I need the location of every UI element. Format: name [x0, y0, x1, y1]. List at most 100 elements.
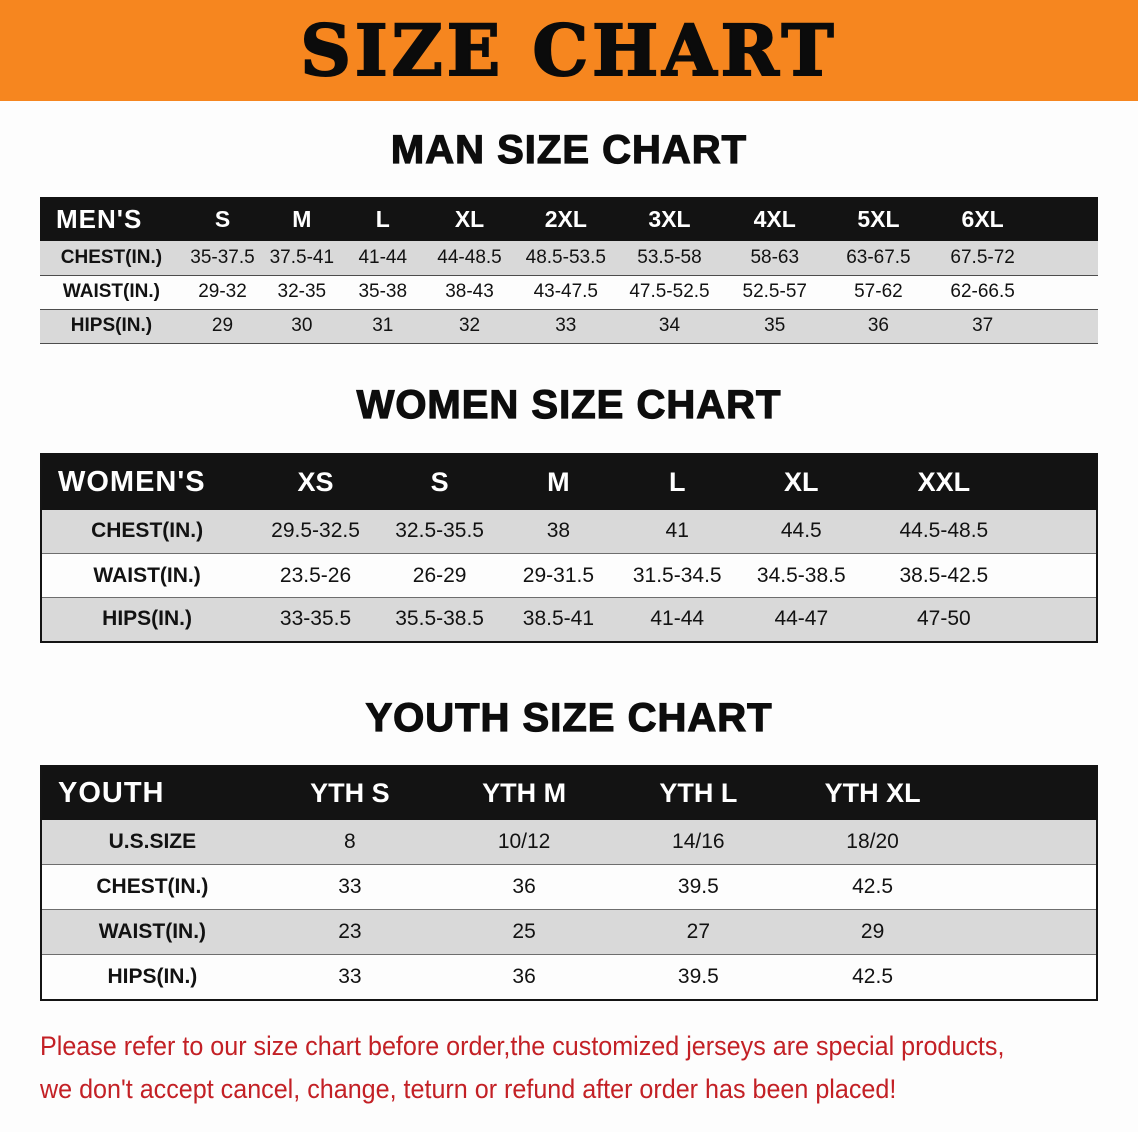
size-cell: 44.5	[737, 509, 865, 554]
men-chest-row: CHEST(IN.) 35-37.5 37.5-41 41-44 44-48.5…	[40, 241, 1098, 276]
men-waist-row: WAIST(IN.) 29-32 32-35 35-38 38-43 43-47…	[40, 275, 1098, 310]
size-cell: 39.5	[611, 864, 786, 910]
size-cell: 67.5-72	[929, 241, 1036, 276]
size-col-header: YTH L	[611, 765, 786, 820]
size-cell: 52.5-57	[722, 275, 828, 310]
filler-cell	[1035, 241, 1098, 276]
size-cell: 48.5-53.5	[515, 241, 617, 276]
men-table-title: MEN'S	[40, 197, 183, 241]
size-cell: 35.5-38.5	[378, 597, 501, 642]
men-section-heading: MAN SIZE CHART	[390, 127, 748, 172]
row-label: CHEST(IN.)	[41, 509, 253, 554]
size-col-header: XL	[737, 453, 865, 510]
size-cell: 33	[515, 309, 617, 344]
footnote-line-1: Please refer to our size chart before or…	[40, 1030, 1005, 1061]
women-hips-row: HIPS(IN.) 33-35.5 35.5-38.5 38.5-41 41-4…	[41, 597, 1097, 642]
filler-cell	[1023, 509, 1097, 554]
size-cell: 32-35	[262, 275, 342, 310]
youth-ussize-row: U.S.SIZE 8 10/12 14/16 18/20	[41, 819, 1097, 865]
size-cell: 47.5-52.5	[616, 275, 723, 310]
size-cell: 42.5	[785, 864, 960, 910]
size-cell: 8	[262, 819, 437, 865]
filler-cell	[1023, 453, 1097, 510]
size-cell: 63-67.5	[827, 241, 930, 276]
size-cell: 35	[722, 309, 828, 344]
size-col-header: 2XL	[515, 197, 617, 241]
row-label: CHEST(IN.)	[41, 864, 263, 910]
size-cell: 23.5-26	[252, 553, 379, 598]
size-cell: 38	[500, 509, 617, 554]
size-cell: 37	[929, 309, 1036, 344]
size-cell: 35-37.5	[182, 241, 263, 276]
size-cell: 31.5-34.5	[616, 553, 738, 598]
row-label: U.S.SIZE	[41, 819, 263, 865]
filler-cell	[959, 954, 1097, 1000]
size-cell: 23	[262, 909, 437, 955]
filler-cell	[959, 909, 1097, 955]
filler-cell	[1035, 275, 1098, 310]
size-cell: 32	[424, 309, 516, 344]
size-cell: 38.5-41	[500, 597, 617, 642]
youth-chest-row: CHEST(IN.) 33 36 39.5 42.5	[41, 864, 1097, 910]
size-cell: 47-50	[864, 597, 1024, 642]
size-cell: 34.5-38.5	[737, 553, 865, 598]
size-cell: 58-63	[722, 241, 828, 276]
size-cell: 38.5-42.5	[864, 553, 1024, 598]
size-cell: 57-62	[827, 275, 930, 310]
banner: SIZE CHART	[0, 0, 1138, 101]
size-cell: 30	[262, 309, 342, 344]
size-cell: 32.5-35.5	[378, 509, 501, 554]
size-cell: 29	[182, 309, 263, 344]
size-cell: 10/12	[436, 819, 612, 865]
size-cell: 62-66.5	[929, 275, 1036, 310]
size-col-header: XL	[424, 197, 516, 241]
youth-waist-row: WAIST(IN.) 23 25 27 29	[41, 909, 1097, 955]
size-col-header: S	[182, 197, 263, 241]
women-table-title: WOMEN'S	[41, 453, 253, 510]
row-label: CHEST(IN.)	[40, 241, 183, 276]
filler-cell	[959, 864, 1097, 910]
filler-cell	[1023, 597, 1097, 642]
banner-title: SIZE CHART	[299, 8, 838, 92]
size-col-header: M	[262, 197, 342, 241]
youth-section-heading: YOUTH SIZE CHART	[365, 695, 773, 740]
size-col-header: 4XL	[722, 197, 828, 241]
filler-cell	[1023, 553, 1097, 598]
size-cell: 33-35.5	[252, 597, 379, 642]
men-hips-row: HIPS(IN.) 29 30 31 32 33 34 35 36 37	[40, 309, 1098, 344]
size-cell: 53.5-58	[616, 241, 723, 276]
men-size-table: MEN'S S M L XL 2XL 3XL 4XL 5XL 6XL CHEST…	[40, 197, 1098, 344]
filler-cell	[1035, 197, 1098, 241]
youth-header-row: YOUTH YTH S YTH M YTH L YTH XL	[41, 765, 1097, 820]
row-label: WAIST(IN.)	[41, 553, 253, 598]
size-col-header: L	[616, 453, 738, 510]
size-cell: 29	[785, 909, 960, 955]
size-col-header: S	[378, 453, 501, 510]
size-cell: 18/20	[785, 819, 960, 865]
size-col-header: 6XL	[929, 197, 1036, 241]
women-chest-row: CHEST(IN.) 29.5-32.5 32.5-35.5 38 41 44.…	[41, 509, 1097, 554]
filler-cell	[959, 765, 1097, 820]
size-cell: 44.5-48.5	[864, 509, 1024, 554]
size-col-header: XS	[252, 453, 379, 510]
size-cell: 29.5-32.5	[252, 509, 379, 554]
row-label: WAIST(IN.)	[41, 909, 263, 955]
size-cell: 14/16	[611, 819, 786, 865]
youth-size-table: YOUTH YTH S YTH M YTH L YTH XL U.S.SIZE …	[40, 764, 1098, 1001]
size-cell: 29-32	[182, 275, 263, 310]
size-cell: 38-43	[424, 275, 516, 310]
size-cell: 36	[436, 954, 612, 1000]
size-col-header: 5XL	[827, 197, 930, 241]
size-cell: 33	[262, 864, 437, 910]
youth-hips-row: HIPS(IN.) 33 36 39.5 42.5	[41, 954, 1097, 1000]
filler-cell	[959, 819, 1097, 865]
size-cell: 41	[616, 509, 738, 554]
size-cell: 36	[436, 864, 612, 910]
size-col-header: XXL	[864, 453, 1024, 510]
size-cell: 35-38	[341, 275, 425, 310]
row-label: HIPS(IN.)	[41, 954, 263, 1000]
size-cell: 44-48.5	[424, 241, 516, 276]
row-label: HIPS(IN.)	[40, 309, 183, 344]
footnote: Please refer to our size chart before or…	[40, 1025, 1138, 1111]
